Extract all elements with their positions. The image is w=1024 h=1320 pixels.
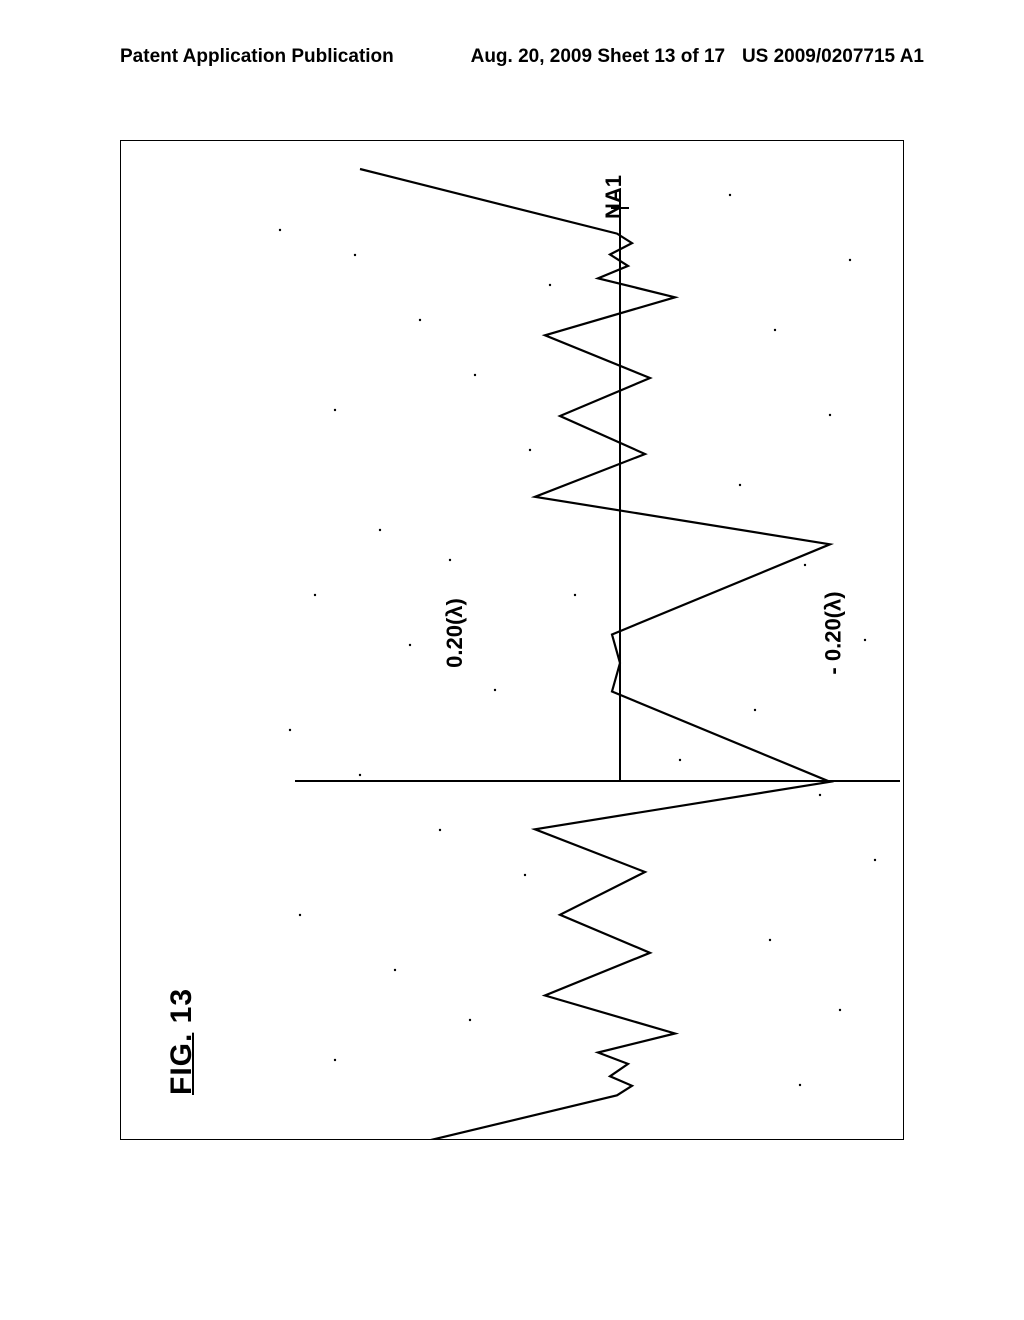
figure-svg — [120, 140, 904, 1140]
figure-label: FIG. 13 — [165, 988, 199, 1095]
header-right: US 2009/0207715 A1 — [742, 46, 924, 68]
axis-label-na1: NA1 — [601, 175, 627, 219]
aberration-waveform — [360, 169, 830, 1140]
figure-label-number: 13 — [165, 988, 198, 1033]
figure-label-prefix: FIG. — [165, 1033, 198, 1095]
page-header: Patent Application Publication Aug. 20, … — [0, 46, 1024, 68]
header-left: Patent Application Publication — [120, 46, 394, 68]
header-center: Aug. 20, 2009 Sheet 13 of 17 — [471, 46, 726, 68]
axis-label-upper: 0.20(λ) — [442, 598, 468, 668]
axis-label-lower: - 0.20(λ) — [821, 591, 847, 674]
scan-speckles — [279, 194, 876, 1086]
